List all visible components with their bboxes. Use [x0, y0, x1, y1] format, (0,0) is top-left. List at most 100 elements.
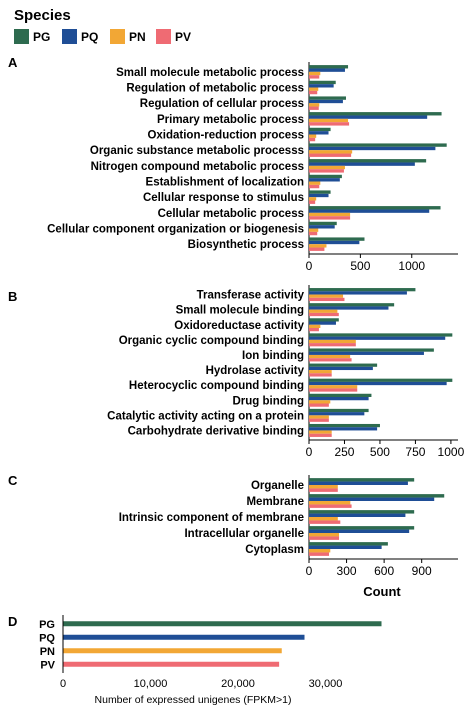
- bar-pv: [309, 153, 352, 157]
- bar-pn: [309, 385, 358, 389]
- category-label: Small molecule binding: [176, 305, 304, 317]
- panel-label-d: D: [8, 614, 17, 629]
- bar-pq: [309, 481, 408, 485]
- bar-pq: [309, 146, 436, 151]
- x-tick-label: 1000: [398, 259, 425, 273]
- bar-pn: [309, 533, 340, 537]
- bar-pv: [63, 661, 280, 667]
- bar-pn: [309, 150, 353, 154]
- bar-pg: [309, 393, 372, 398]
- bar-pq: [309, 99, 343, 104]
- category-label: PQ: [39, 632, 55, 644]
- bar-pv: [309, 312, 339, 317]
- bar-pv: [309, 358, 352, 362]
- bar-pq: [309, 321, 336, 325]
- bar-pn: [309, 165, 345, 170]
- bar-pg: [309, 526, 415, 530]
- category-label: PG: [39, 619, 55, 631]
- bar-pg: [309, 542, 388, 546]
- x-tick-label: 0: [306, 259, 313, 273]
- legend-label-pn: PN: [129, 30, 146, 44]
- bar-pq: [309, 193, 329, 198]
- x-axis-label-count: Count: [363, 584, 401, 599]
- category-label: Heterocyclic compound binding: [129, 380, 304, 392]
- bar-pn: [309, 354, 351, 359]
- bar-pg: [309, 478, 415, 482]
- category-label: Catalytic activity acting on a protein: [107, 410, 304, 422]
- category-label: Regulation of cellular process: [140, 98, 304, 110]
- x-tick-label: 250: [334, 445, 354, 459]
- category-label: Carbohydrate derivative binding: [128, 425, 304, 437]
- bar-pn: [309, 103, 320, 107]
- bar-pg: [309, 80, 336, 85]
- x-tick-label: 30,000: [309, 678, 343, 690]
- category-label: PV: [40, 659, 55, 671]
- bar-pq: [309, 529, 410, 533]
- panel-d-x-axis-label: Number of expressed unigenes (FPKM>1): [95, 694, 292, 706]
- bar-pn: [309, 212, 351, 217]
- x-tick-label: 900: [412, 564, 432, 578]
- bar-pv: [309, 504, 352, 508]
- category-label: Hydrolase activity: [206, 365, 305, 377]
- bar-pg: [309, 190, 331, 194]
- category-label: Primary metabolic process: [157, 114, 304, 126]
- bar-pn: [309, 339, 356, 344]
- x-tick-label: 10,000: [134, 678, 168, 690]
- x-tick-label: 600: [374, 564, 394, 578]
- bar-pq: [309, 178, 340, 182]
- bar-pq: [309, 68, 345, 72]
- legend-label-pv: PV: [175, 30, 191, 44]
- category-label: Oxidoreductase activity: [174, 320, 304, 332]
- bar-pv: [309, 106, 319, 110]
- legend-swatch-pn: [110, 29, 125, 44]
- panel-label-a: A: [8, 55, 18, 70]
- panel-b-chart: Transferase activity Small molecule bindi…: [107, 285, 465, 459]
- legend-swatch-pq: [62, 29, 77, 44]
- bar-pv: [309, 373, 332, 377]
- x-tick-label: 20,000: [221, 678, 255, 690]
- bar-pn: [309, 501, 351, 505]
- category-label: Cellular response to stimulus: [143, 192, 304, 204]
- bar-pq: [309, 131, 329, 135]
- bar-pv: [309, 231, 318, 236]
- x-tick-label: 0: [60, 678, 66, 690]
- legend-swatch-pg: [14, 29, 29, 44]
- bar-pq: [309, 397, 369, 401]
- bar-pg: [309, 65, 349, 69]
- bar-pv: [309, 488, 338, 492]
- bar-pq: [309, 225, 335, 229]
- bar-pq: [309, 291, 407, 295]
- bar-pg: [309, 143, 447, 147]
- bar-pg: [63, 621, 382, 627]
- bar-pv: [309, 433, 332, 437]
- category-label: Establishment of localization: [146, 177, 304, 189]
- bar-pv: [309, 327, 319, 332]
- bar-pq: [309, 513, 406, 517]
- bar-pg: [309, 127, 331, 132]
- bar-pv: [309, 297, 345, 302]
- bar-pv: [309, 247, 325, 251]
- category-label: Cytoplasm: [245, 544, 304, 556]
- bar-pg: [309, 333, 453, 337]
- category-label: Ion binding: [242, 350, 304, 362]
- bar-pn: [309, 549, 331, 553]
- bar-pn: [309, 309, 338, 313]
- category-label: Cellular component organization or bioge…: [47, 224, 304, 236]
- legend: Species PG PQ PN PV: [14, 7, 191, 44]
- bar-pg: [309, 510, 415, 514]
- bar-pv: [309, 184, 320, 189]
- bar-pq: [309, 336, 446, 340]
- bar-pv: [309, 403, 329, 407]
- bar-pn: [309, 228, 319, 232]
- category-label: Organic substance metabolic processs: [90, 145, 304, 157]
- bar-pn: [309, 485, 338, 489]
- bar-pq: [309, 115, 428, 119]
- bar-pn: [309, 181, 321, 185]
- category-label: Small molecule metabolic process: [116, 67, 304, 79]
- bar-pv: [309, 552, 330, 556]
- bar-pv: [309, 169, 344, 173]
- bar-pq: [309, 209, 430, 213]
- bar-pn: [309, 400, 331, 404]
